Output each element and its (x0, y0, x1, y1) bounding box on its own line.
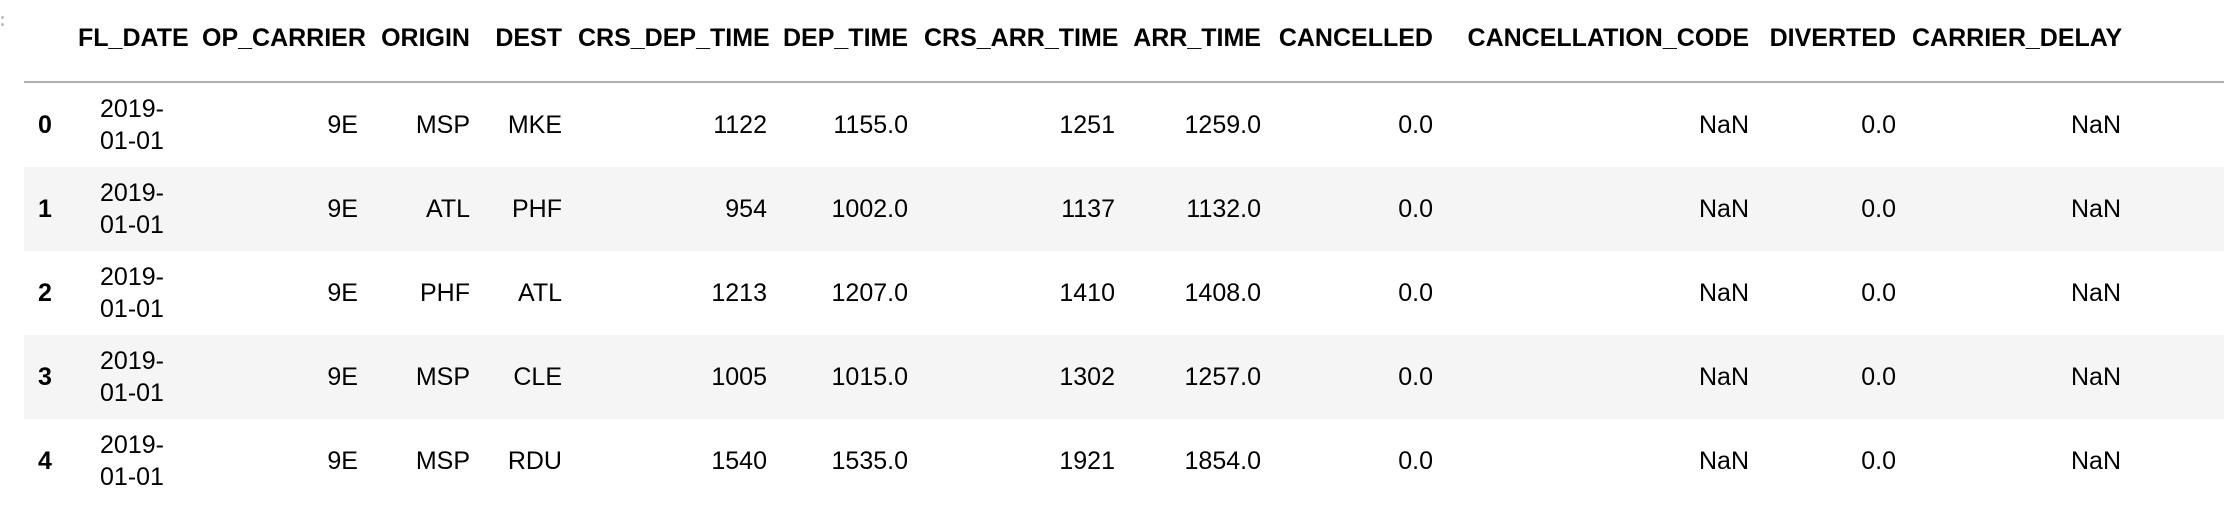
table-row: 2 2019- 01-01 9E PHF ATL 1213 1207.0 1410 1408.0 0… (24, 251, 2224, 335)
column-header-arr-time: ARR_TIME (1123, 0, 1269, 83)
cell-origin: MSP (415, 111, 470, 139)
cell-cancelled: 0.0 (1398, 447, 1433, 475)
cell-origin: ATL (426, 195, 470, 223)
table-row: 1 2019- 01-01 9E ATL PHF 954 1002.0 1137 1132.0 0.… (24, 167, 2224, 251)
cell-op-carrier: 9E (327, 279, 358, 307)
table-row: 0 2019- 01-01 9E MSP MKE 1122 1155.0 1251 1259.0 0… (24, 82, 2224, 167)
column-header-op-carrier: OP_CARRIER (194, 0, 366, 83)
cell-arr-time: 1257.0 (1184, 363, 1261, 391)
cell-cancellation-code: NaN (1698, 195, 1749, 223)
cell-dep-time: 1155.0 (833, 111, 908, 139)
cell-crs-arr-time: 1410 (1059, 279, 1115, 307)
cell-cancelled: 0.0 (1398, 279, 1433, 307)
cell-dest: RDU (507, 447, 562, 475)
cell-origin: MSP (415, 363, 470, 391)
cell-dep-time: 1207.0 (831, 279, 908, 307)
column-header-crs-arr-time: CRS_ARR_TIME (916, 0, 1123, 83)
table-row: 4 2019- 01-01 9E MSP RDU 1540 1535.0 1921 1854.0 0… (24, 419, 2224, 503)
index-header (24, 0, 70, 83)
column-header-fl-date: FL_DATE (70, 0, 194, 83)
cell-cancelled: 0.0 (1398, 363, 1433, 391)
dataframe-output[interactable]: FL_DATE OP_CARRIER ORIGIN DEST CRS_DEP_TIME D… (24, 0, 2224, 508)
cell-weath (2129, 82, 2224, 167)
cell-carrier-delay: NaN (2070, 279, 2121, 307)
cell-origin: MSP (415, 447, 470, 475)
cell-arr-time: 1132.0 (1186, 195, 1261, 223)
column-header-crs-dep-time: CRS_DEP_TIME (570, 0, 775, 83)
cell-cancelled: 0.0 (1398, 111, 1433, 139)
cell-carrier-delay: NaN (2070, 363, 2121, 391)
cell-cancellation-code: NaN (1698, 279, 1749, 307)
cell-carrier-delay: NaN (2070, 447, 2121, 475)
cell-dep-time: 1002.0 (831, 195, 908, 223)
row-index: 2 (38, 279, 52, 307)
cell-origin: PHF (420, 279, 470, 307)
column-header-cancelled: CANCELLED (1269, 0, 1441, 83)
cell-fl-date: 2019- 01-01 (100, 179, 164, 239)
cell-diverted: 0.0 (1861, 111, 1896, 139)
cell-weath (2129, 419, 2224, 503)
cell-crs-dep-time: 1122 (713, 111, 767, 139)
cell-dep-time: 1535.0 (831, 447, 908, 475)
cell-crs-arr-time: 1137 (1061, 195, 1115, 223)
cell-arr-time: 1408.0 (1184, 279, 1261, 307)
column-header-cancellation-code: CANCELLATION_CODE (1441, 0, 1757, 83)
column-header-weath: WEATH (2129, 0, 2224, 83)
cell-crs-dep-time: 954 (725, 195, 767, 223)
cell-crs-arr-time: 1251 (1059, 111, 1115, 139)
cell-cancellation-code: NaN (1698, 363, 1749, 391)
column-header-dep-time: DEP_TIME (775, 0, 916, 83)
column-header-origin: ORIGIN (366, 0, 478, 83)
header-row: FL_DATE OP_CARRIER ORIGIN DEST CRS_DEP_TIME D… (24, 0, 2224, 83)
cell-arr-time: 1854.0 (1184, 447, 1261, 475)
cell-dest: MKE (507, 111, 562, 139)
cell-fl-date: 2019- 01-01 (100, 347, 164, 407)
cell-cancellation-code: NaN (1698, 111, 1749, 139)
cell-op-carrier: 9E (327, 363, 358, 391)
cell-diverted: 0.0 (1861, 447, 1896, 475)
cell-crs-arr-time: 1302 (1059, 363, 1115, 391)
cell-op-carrier: 9E (327, 111, 358, 139)
cell-arr-time: 1259.0 (1184, 111, 1261, 139)
cell-crs-dep-time: 1005 (711, 363, 767, 391)
column-header-diverted: DIVERTED (1757, 0, 1904, 83)
row-index: 0 (38, 111, 52, 139)
cell-dest: PHF (512, 195, 562, 223)
row-index: 3 (38, 363, 52, 391)
column-header-carrier-delay: CARRIER_DELAY (1904, 0, 2129, 83)
cell-diverted: 0.0 (1861, 279, 1896, 307)
cell-carrier-delay: NaN (2070, 195, 2121, 223)
cell-op-carrier: 9E (327, 195, 358, 223)
cell-dep-time: 1015.0 (831, 363, 908, 391)
cell-weath (2129, 251, 2224, 335)
cell-diverted: 0.0 (1861, 363, 1896, 391)
cell-dest: CLE (513, 363, 562, 391)
table-body: 0 2019- 01-01 9E MSP MKE 1122 1155.0 1251 1259.0 0… (24, 82, 2224, 503)
cell-carrier-delay: NaN (2070, 111, 2121, 139)
cell-dest: ATL (518, 279, 562, 307)
dataframe-table: FL_DATE OP_CARRIER ORIGIN DEST CRS_DEP_TIME D… (24, 0, 2224, 503)
cell-cancelled: 0.0 (1398, 195, 1433, 223)
cell-fl-date: 2019- 01-01 (100, 263, 164, 323)
table-row: 3 2019- 01-01 9E MSP CLE 1005 1015.0 1302 1257.0 0… (24, 335, 2224, 419)
cell-fl-date: 2019- 01-01 (100, 431, 164, 491)
row-index: 1 (38, 195, 52, 223)
cell-weath (2129, 167, 2224, 251)
cell-fl-date: 2019- 01-01 (100, 95, 164, 155)
cell-diverted: 0.0 (1861, 195, 1896, 223)
cell-weath (2129, 335, 2224, 419)
cell-crs-dep-time: 1540 (711, 447, 767, 475)
drag-handle-icon[interactable] (1, 16, 7, 30)
cell-crs-dep-time: 1213 (711, 279, 767, 307)
cell-crs-arr-time: 1921 (1059, 447, 1115, 475)
cell-op-carrier: 9E (327, 447, 358, 475)
column-header-dest: DEST (478, 0, 570, 83)
cell-cancellation-code: NaN (1698, 447, 1749, 475)
row-index: 4 (38, 447, 52, 475)
